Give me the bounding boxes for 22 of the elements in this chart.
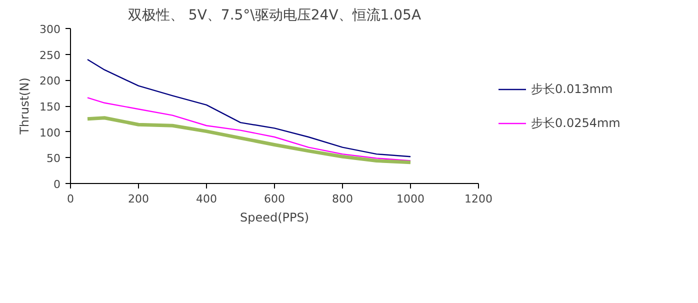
legend-label: 步长0.013mm <box>531 80 613 98</box>
x-tick-label: 800 <box>332 192 353 206</box>
x-tick-label: 200 <box>128 192 149 206</box>
y-tick-label: 100 <box>40 126 61 140</box>
x-axis-title: Speed(PPS) <box>240 210 310 224</box>
y-tick-label: 150 <box>40 100 61 114</box>
line-series <box>86 97 412 162</box>
x-tick-label: 0 <box>67 192 74 206</box>
x-tick-label: 600 <box>264 192 285 206</box>
line-series <box>86 58 412 158</box>
legend-label: 步长0.0254mm <box>531 114 620 132</box>
x-tick-label: 400 <box>196 192 217 206</box>
x-tick-label: 1200 <box>464 192 493 206</box>
line-series <box>86 116 412 164</box>
y-tick-label: 250 <box>40 48 61 62</box>
y-tick-label: 50 <box>46 152 61 166</box>
chart-title: 双极性、 5V、7.5°\驱动电压24V、恒流1.05A <box>128 8 422 24</box>
y-tick-label: 300 <box>40 23 61 36</box>
y-tick-label: 200 <box>40 74 61 88</box>
y-axis-title: Thrust(N) <box>18 78 32 136</box>
y-tick-label: 0 <box>54 178 60 191</box>
x-tick-label: 1000 <box>396 192 425 206</box>
